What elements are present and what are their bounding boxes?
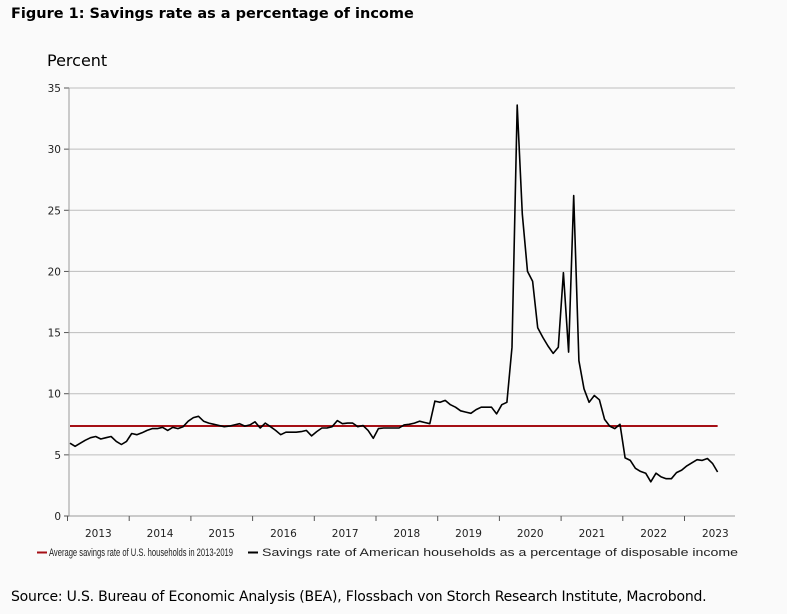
x-tick-label: 2013 [85, 528, 112, 540]
x-tick-label: 2018 [393, 528, 420, 540]
legend-label-average: Average savings rate of U.S. households … [49, 547, 233, 559]
x-tick-label: 2019 [455, 528, 482, 540]
y-tick-label: 35 [48, 83, 61, 95]
y-tick-label: 15 [48, 328, 61, 340]
y-axis-label: Percent [47, 51, 107, 70]
y-tick-label: 25 [48, 205, 61, 217]
y-tick-label: 20 [48, 266, 61, 278]
y-tick-label: 10 [48, 389, 61, 401]
figure-title: Figure 1: Savings rate as a percentage o… [11, 6, 414, 22]
source-note: Source: U.S. Bureau of Economic Analysis… [11, 589, 707, 605]
y-tick-label: 30 [48, 144, 61, 156]
x-tick-label: 2017 [332, 528, 359, 540]
legend: Average savings rate of U.S. households … [37, 547, 738, 559]
x-tick-label: 2015 [208, 528, 235, 540]
x-tick-label: 2014 [147, 528, 174, 540]
y-tick-label: 0 [54, 511, 61, 523]
x-tick-label: 2021 [579, 528, 606, 540]
savings-rate-line [69, 104, 719, 483]
x-tick-label: 2022 [640, 528, 667, 540]
x-tick-label: 2023 [702, 528, 729, 540]
legend-label-savings-rate: Savings rate of American households as a… [262, 547, 738, 559]
x-tick-label: 2016 [270, 528, 297, 540]
x-tick-label: 2020 [517, 528, 544, 540]
y-tick-label: 5 [54, 450, 61, 462]
